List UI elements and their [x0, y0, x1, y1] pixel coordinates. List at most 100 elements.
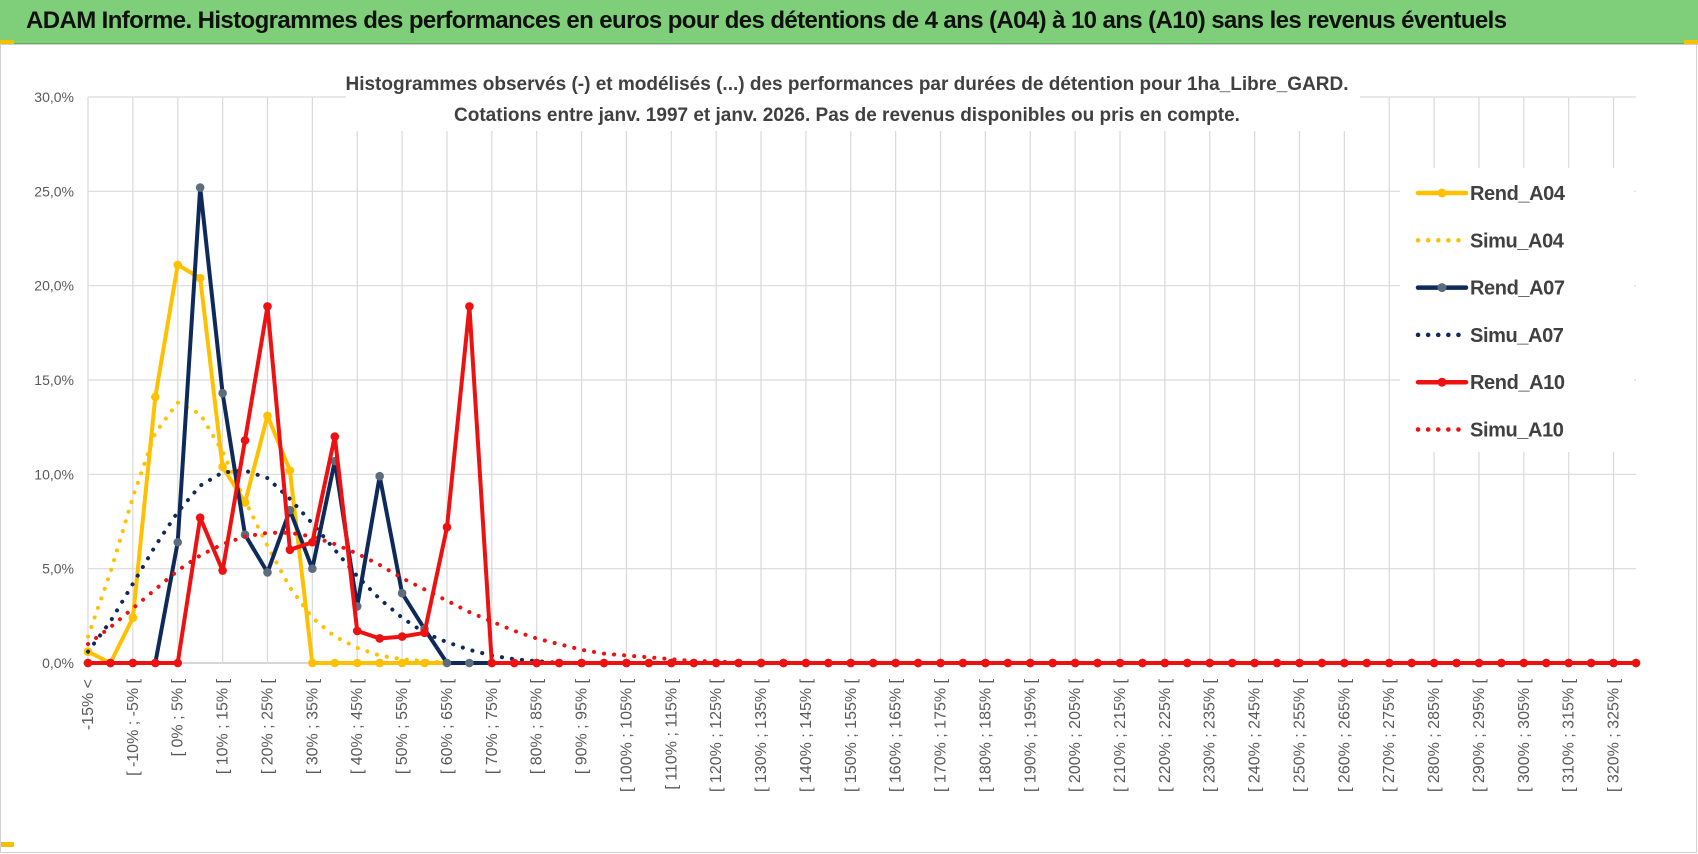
legend-marker [1437, 188, 1447, 198]
x-tick-label: [ 50% ; 55% [ [394, 678, 411, 774]
data-point-rend_a07 [465, 658, 474, 668]
legend-label-simu_a10: Simu_A10 [1470, 420, 1564, 442]
data-point-rend_a07 [375, 471, 384, 481]
data-point-rend_a10 [465, 302, 474, 311]
y-tick-label: 0,0% [42, 655, 74, 671]
data-point-rend_a04 [128, 613, 138, 623]
data-point-rend_a10 [958, 658, 968, 668]
legend: Rend_A04 Simu_A04 Rend_A07 Simu_A07 Rend_A10… [1400, 168, 1634, 452]
data-point-rend_a10 [1227, 658, 1237, 668]
x-tick-label: [ 200% ; 205% [ [1067, 678, 1084, 792]
axis-layer: 0,0% 5,0% 10,0% 15,0% 20,0% 25,0% 30,0% -15% < [… [34, 89, 1622, 792]
data-point-rend_a10 [352, 626, 362, 636]
x-tick-label: [ 130% ; 135% [ [753, 678, 770, 792]
x-tick-label: [ -10% ; -5% [ [125, 678, 142, 775]
x-tick-label: [ 240% ; 245% [ [1247, 678, 1264, 792]
corner-mark-bottom-left [0, 842, 14, 847]
data-point-rend_a10 [397, 632, 407, 641]
x-tick-label: [ 210% ; 215% [ [1112, 678, 1129, 792]
y-tick-label: 5,0% [42, 561, 74, 577]
data-point-rend_a10 [1025, 658, 1035, 668]
x-tick-label: [ 270% ; 275% [ [1381, 678, 1398, 792]
data-point-rend_a10 [1048, 658, 1057, 668]
data-point-rend_a10 [1474, 658, 1484, 668]
data-point-rend_a04 [352, 658, 362, 668]
y-tick-label: 20,0% [34, 278, 74, 294]
data-point-rend_a10 [1564, 658, 1573, 668]
data-point-rend_a07 [263, 568, 272, 577]
x-tick-label: [ 230% ; 235% [ [1202, 678, 1219, 792]
series-line-rend_a10 [86, 304, 1638, 665]
data-point-rend_a10 [532, 658, 541, 668]
chart-title-line-2: Cotations entre janv. 1997 et janv. 2026… [454, 105, 1240, 126]
data-point-rend_a10 [1429, 658, 1439, 668]
legend-marker [1437, 283, 1447, 293]
x-tick-label: [ 110% ; 115% [ [663, 678, 680, 789]
x-tick-label: [ 190% ; 195% [ [1022, 678, 1039, 792]
legend-label-rend_a10: Rend_A10 [1470, 372, 1565, 394]
x-tick-label: [ 160% ; 165% [ [888, 678, 905, 792]
y-tick-label: 15,0% [34, 372, 74, 388]
corner-mark-top-right [1684, 40, 1698, 45]
data-point-rend_a10 [1541, 658, 1551, 668]
data-point-rend_a07 [195, 183, 205, 192]
data-point-rend_a04 [173, 260, 183, 270]
data-point-rend_a07 [442, 658, 452, 668]
series-layer [83, 183, 1641, 668]
x-tick-label: [ 280% ; 285% [ [1426, 678, 1443, 792]
data-point-rend_a04 [397, 658, 407, 668]
data-point-rend_a10 [936, 658, 945, 668]
data-point-rend_a10 [1631, 658, 1641, 668]
data-point-rend_a04 [308, 658, 317, 668]
data-point-rend_a07 [218, 388, 227, 398]
x-tick-label: [ 250% ; 255% [ [1291, 678, 1308, 792]
data-point-rend_a04 [285, 466, 295, 475]
data-point-rend_a10 [375, 634, 384, 643]
x-tick-label: [ 70% ; 75% [ [484, 678, 501, 774]
data-point-rend_a10 [330, 432, 340, 441]
data-point-rend_a10 [1340, 658, 1349, 668]
legend-label-simu_a07: Simu_A07 [1470, 325, 1564, 347]
data-point-rend_a10 [195, 513, 205, 523]
y-tick-label: 10,0% [34, 466, 74, 482]
data-point-rend_a10 [151, 658, 160, 668]
data-point-rend_a10 [487, 658, 497, 668]
data-point-rend_a04 [218, 462, 227, 472]
data-point-rend_a10 [1452, 658, 1461, 668]
legend-background [1400, 168, 1634, 452]
x-tick-label: [ 80% ; 85% [ [529, 678, 546, 774]
legend-label-rend_a04: Rend_A04 [1470, 183, 1566, 205]
x-tick-label: [ 290% ; 295% [ [1471, 678, 1488, 792]
chart-title-line-1: Histogrammes observés (-) et modélisés (… [345, 74, 1348, 95]
x-tick-label: [ 170% ; 175% [ [933, 678, 950, 792]
data-point-rend_a10 [1586, 658, 1596, 668]
data-point-rend_a10 [128, 658, 138, 668]
x-tick-label: [ 120% ; 125% [ [708, 678, 725, 792]
data-point-rend_a10 [846, 658, 856, 668]
series-line-simu_a10 [86, 530, 1638, 665]
data-point-rend_a10 [1362, 658, 1372, 668]
data-point-rend_a04 [151, 392, 160, 402]
data-point-rend_a10 [756, 658, 766, 668]
data-point-rend_a10 [644, 658, 654, 668]
x-tick-label: [ 140% ; 145% [ [798, 678, 815, 792]
data-point-rend_a04 [263, 411, 272, 421]
data-point-rend_a10 [1070, 658, 1080, 668]
x-tick-label: [ 90% ; 95% [ [574, 678, 591, 774]
data-point-rend_a04 [330, 658, 340, 668]
legend-marker [1437, 377, 1447, 387]
x-tick-label: [ 150% ; 155% [ [843, 678, 860, 792]
legend-label-rend_a07: Rend_A07 [1470, 278, 1565, 300]
data-point-rend_a10 [106, 658, 115, 668]
x-tick-label: [ 180% ; 185% [ [977, 678, 994, 792]
x-tick-label: [ 320% ; 325% [ [1606, 678, 1623, 792]
data-point-rend_a10 [420, 628, 429, 638]
legend-label-simu_a04: Simu_A04 [1470, 230, 1565, 252]
x-tick-label: [ 310% ; 315% [ [1561, 678, 1578, 792]
corner-mark-top-left [0, 40, 14, 45]
data-point-rend_a10 [599, 658, 609, 668]
data-point-rend_a10 [218, 566, 227, 575]
data-point-rend_a10 [622, 658, 631, 668]
data-point-rend_a10 [1384, 658, 1394, 668]
data-point-rend_a10 [308, 537, 317, 547]
